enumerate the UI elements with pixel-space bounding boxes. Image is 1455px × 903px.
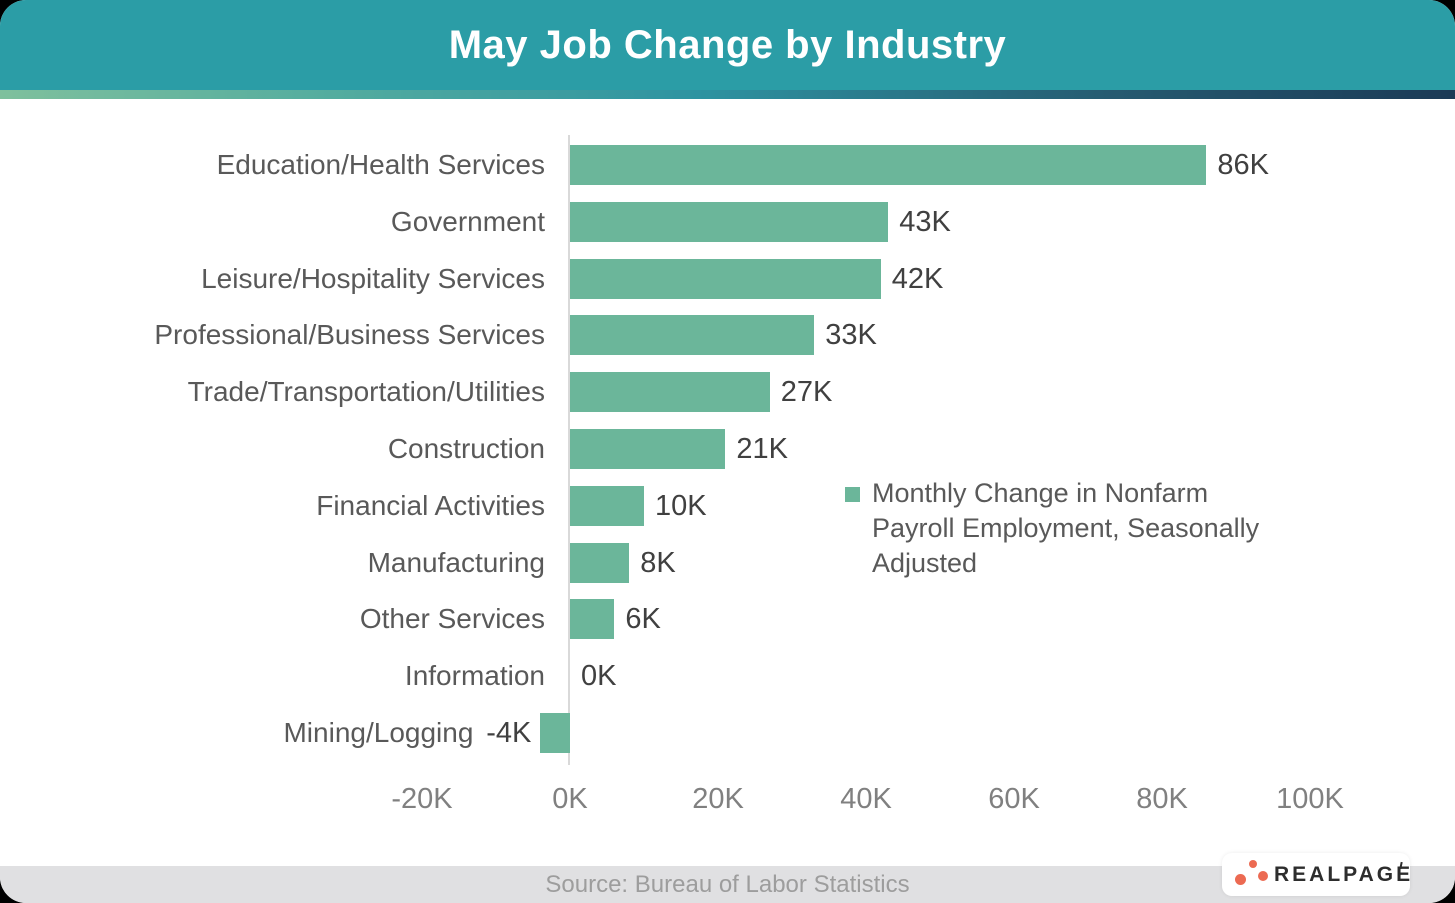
source-text: Source: Bureau of Labor Statistics — [545, 870, 910, 898]
bar-value-label: -4K — [486, 717, 532, 749]
bar-value-label: 0K — [581, 660, 617, 693]
category-label: Mining/Logging — [283, 717, 474, 748]
bar-value-label: 86K — [1217, 149, 1269, 181]
bar — [570, 542, 630, 583]
bar-value-label: 8K — [640, 546, 676, 579]
realpage-dots-icon — [1235, 860, 1269, 888]
legend-label: Monthly Change in Nonfarm Payroll Employ… — [872, 478, 1260, 578]
x-tick-label: 100K — [1276, 783, 1344, 815]
bar-value-label: 6K — [625, 603, 661, 636]
bar-value-label: 10K — [655, 489, 707, 522]
y-axis-line — [568, 135, 570, 765]
bar — [570, 258, 881, 299]
x-tick-label: 60K — [988, 783, 1040, 815]
realpage-wordmark: REALPAGE — [1274, 863, 1414, 886]
bar-value-label: 21K — [736, 433, 788, 465]
header-gradient-divider — [0, 90, 1455, 99]
bar-value-label: 42K — [891, 262, 944, 295]
category-label: Leisure/Hospitality Services — [201, 262, 545, 294]
title-bar: May Job Change by Industry — [0, 0, 1455, 90]
category-label: Financial Activities — [316, 489, 545, 521]
page-title: May Job Change by Industry — [448, 22, 1007, 67]
category-label: Education/Health Services — [216, 149, 545, 180]
x-tick-label: 0K — [552, 783, 588, 815]
category-label: Trade/Transportation/Utilities — [187, 376, 545, 408]
x-tick-label: 40K — [840, 783, 892, 815]
x-tick-label: 20K — [692, 783, 744, 815]
category-label: Professional/Business Services — [154, 319, 545, 351]
x-tick-label: 80K — [1136, 783, 1188, 815]
bar — [540, 713, 570, 753]
bar — [570, 429, 726, 469]
x-tick-label: -20K — [391, 783, 453, 815]
bar — [570, 485, 644, 526]
bar — [570, 145, 1207, 185]
legend-swatch-icon — [845, 487, 860, 502]
bar — [570, 599, 615, 640]
source-bar: Source: Bureau of Labor Statistics — [0, 866, 1455, 903]
category-label: Construction — [387, 433, 545, 464]
plot-area: Monthly Change in Nonfarm Payroll Employ… — [0, 99, 1455, 866]
category-label: Government — [390, 205, 545, 237]
category-label: Information — [404, 660, 545, 692]
bar-value-label: 43K — [899, 205, 951, 238]
category-label: Manufacturing — [367, 546, 545, 578]
bar-value-label: 33K — [825, 319, 877, 352]
category-label: Other Services — [359, 603, 545, 635]
bar — [570, 201, 889, 242]
bar — [570, 315, 815, 356]
legend: Monthly Change in Nonfarm Payroll Employ… — [845, 476, 1293, 581]
bar — [570, 372, 770, 413]
bar-value-label: 27K — [780, 376, 833, 409]
realpage-logo: REALPAGE — [1222, 853, 1410, 896]
